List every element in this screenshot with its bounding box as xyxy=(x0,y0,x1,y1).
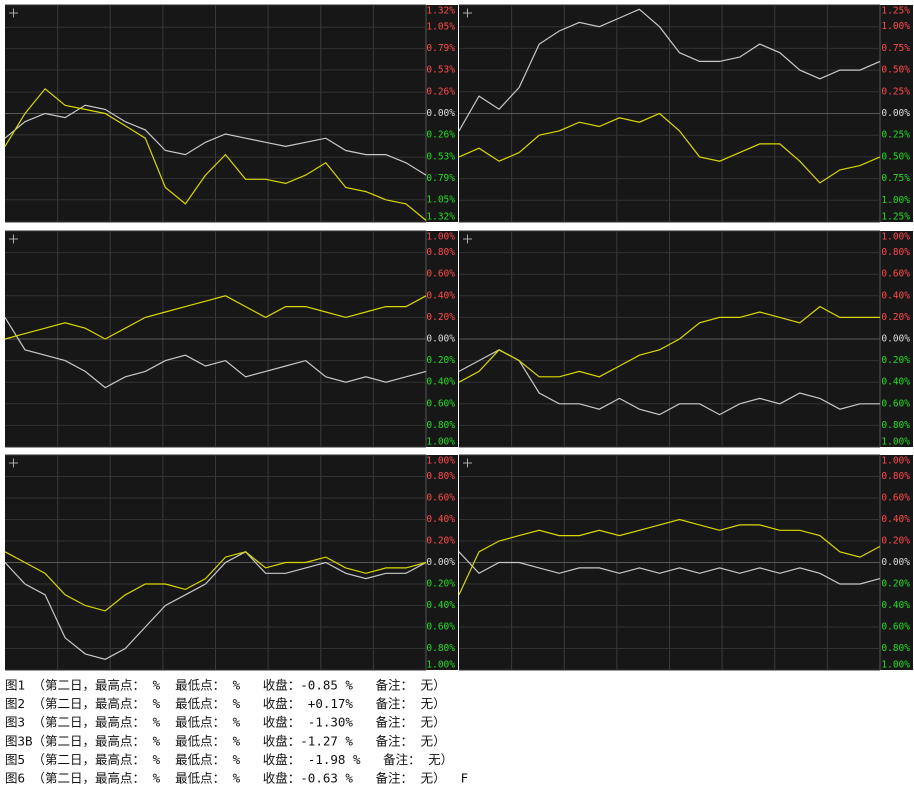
y-tick-label: 0.80% xyxy=(881,247,910,258)
y-tick-label: 1.00% xyxy=(881,195,910,206)
y-tick-label: 0.80% xyxy=(881,643,910,654)
y-tick-label: 0.80% xyxy=(426,471,455,482)
y-tick-label: 1.00% xyxy=(881,232,910,243)
y-tick-label: 0.40% xyxy=(881,290,910,301)
y-tick-label: 0.60% xyxy=(881,622,910,633)
y-tick-label: 0.75% xyxy=(881,173,910,184)
y-tick-label: 0.40% xyxy=(881,377,910,388)
y-tick-label: 0.40% xyxy=(426,377,455,388)
y-tick-label: 1.00% xyxy=(426,232,455,243)
price-line xyxy=(458,112,881,184)
y-tick-label: 1.32% xyxy=(426,6,455,17)
y-tick-label: 0.60% xyxy=(426,622,455,633)
y-tick-label: 0.20% xyxy=(426,312,455,323)
y-tick-label: 0.50% xyxy=(881,65,910,76)
y-tick-label: 1.05% xyxy=(426,22,455,33)
caption: 图3 （第二日，最高点： % 最低点： % 收盘： -1.30% 备注： 无） xyxy=(5,715,446,730)
y-tick-label: 0.80% xyxy=(426,247,455,258)
crosshair-icon xyxy=(9,234,18,244)
y-tick-label: 0.40% xyxy=(426,290,455,301)
y-tick-label: 0.60% xyxy=(881,398,910,409)
y-tick-label: 0.20% xyxy=(881,536,910,547)
y-tick-label: 1.00% xyxy=(881,660,910,671)
crosshair-icon xyxy=(463,8,472,18)
price-line xyxy=(4,104,427,176)
y-tick-label: 0.00% xyxy=(881,108,910,119)
y-tick-label: 0.00% xyxy=(881,557,910,568)
y-tick-label: 0.26% xyxy=(426,87,455,98)
y-tick-label: 0.00% xyxy=(881,334,910,345)
y-tick-label: 0.40% xyxy=(881,600,910,611)
y-tick-label: 0.75% xyxy=(881,43,910,54)
y-tick-label: 0.80% xyxy=(426,643,455,654)
price-line xyxy=(4,551,427,660)
y-tick-label: 0.60% xyxy=(426,493,455,504)
y-tick-label: 0.20% xyxy=(881,355,910,366)
y-tick-label: 1.00% xyxy=(426,456,455,467)
y-tick-label: 0.20% xyxy=(881,579,910,590)
crosshair-icon xyxy=(9,8,18,18)
caption: 图6 （第二日，最高点： % 最低点： % 收盘：-0.63 % 备注： 无） … xyxy=(5,771,468,786)
y-tick-label: 0.20% xyxy=(426,355,455,366)
y-tick-label: 0.40% xyxy=(881,514,910,525)
y-tick-label: 1.25% xyxy=(881,6,910,17)
price-line xyxy=(458,551,881,585)
crosshair-icon xyxy=(463,234,472,244)
price-line xyxy=(458,8,881,132)
caption: 图3B（第二日，最高点： % 最低点： % 收盘：-1.27 % 备注： 无） xyxy=(5,733,446,748)
y-tick-label: 0.26% xyxy=(426,129,455,140)
price-line xyxy=(4,87,427,221)
y-tick-label: 0.20% xyxy=(426,536,455,547)
y-tick-label: 1.05% xyxy=(426,194,455,205)
crosshair-icon xyxy=(463,458,472,468)
y-tick-label: 0.60% xyxy=(426,398,455,409)
y-tick-label: 0.53% xyxy=(426,152,455,163)
y-tick-label: 0.25% xyxy=(881,130,910,141)
y-tick-label: 0.60% xyxy=(881,493,910,504)
y-tick-label: 0.25% xyxy=(881,86,910,97)
y-tick-label: 0.00% xyxy=(426,334,455,345)
price-line xyxy=(4,551,427,612)
y-tick-label: 1.25% xyxy=(881,212,910,223)
y-tick-label: 1.00% xyxy=(426,660,455,671)
price-line xyxy=(4,295,427,340)
y-tick-label: 0.79% xyxy=(426,173,455,184)
y-tick-label: 0.79% xyxy=(426,43,455,54)
y-tick-label: 1.00% xyxy=(881,437,910,448)
y-tick-label: 0.53% xyxy=(426,64,455,75)
y-tick-label: 0.20% xyxy=(426,579,455,590)
y-tick-label: 0.00% xyxy=(426,557,455,568)
y-tick-label: 0.80% xyxy=(881,420,910,431)
y-tick-label: 0.00% xyxy=(426,108,455,119)
y-tick-label: 0.60% xyxy=(881,269,910,280)
y-tick-label: 0.40% xyxy=(426,600,455,611)
y-tick-label: 1.00% xyxy=(881,456,910,467)
caption: 图5 （第二日，最高点： % 最低点： % 收盘： -1.98 % 备注： 无） xyxy=(5,752,453,767)
price-line xyxy=(4,317,427,389)
y-tick-label: 1.00% xyxy=(426,437,455,448)
price-line xyxy=(458,518,881,596)
y-tick-label: 1.32% xyxy=(426,212,455,223)
y-tick-label: 0.60% xyxy=(426,269,455,280)
y-tick-label: 0.40% xyxy=(426,514,455,525)
y-tick-label: 0.20% xyxy=(881,312,910,323)
caption: 图2 （第二日，最高点： % 最低点： % 收盘： +0.17% 备注： 无） xyxy=(5,696,446,711)
y-tick-label: 1.00% xyxy=(881,21,910,32)
caption: 图1 （第二日，最高点： % 最低点： % 收盘：-0.85 % 备注： 无） xyxy=(5,678,446,693)
crosshair-icon xyxy=(9,458,18,468)
y-tick-label: 0.50% xyxy=(881,151,910,162)
y-tick-label: 0.80% xyxy=(426,420,455,431)
price-line xyxy=(458,349,880,416)
y-tick-label: 0.80% xyxy=(881,471,910,482)
price-line xyxy=(458,305,880,383)
